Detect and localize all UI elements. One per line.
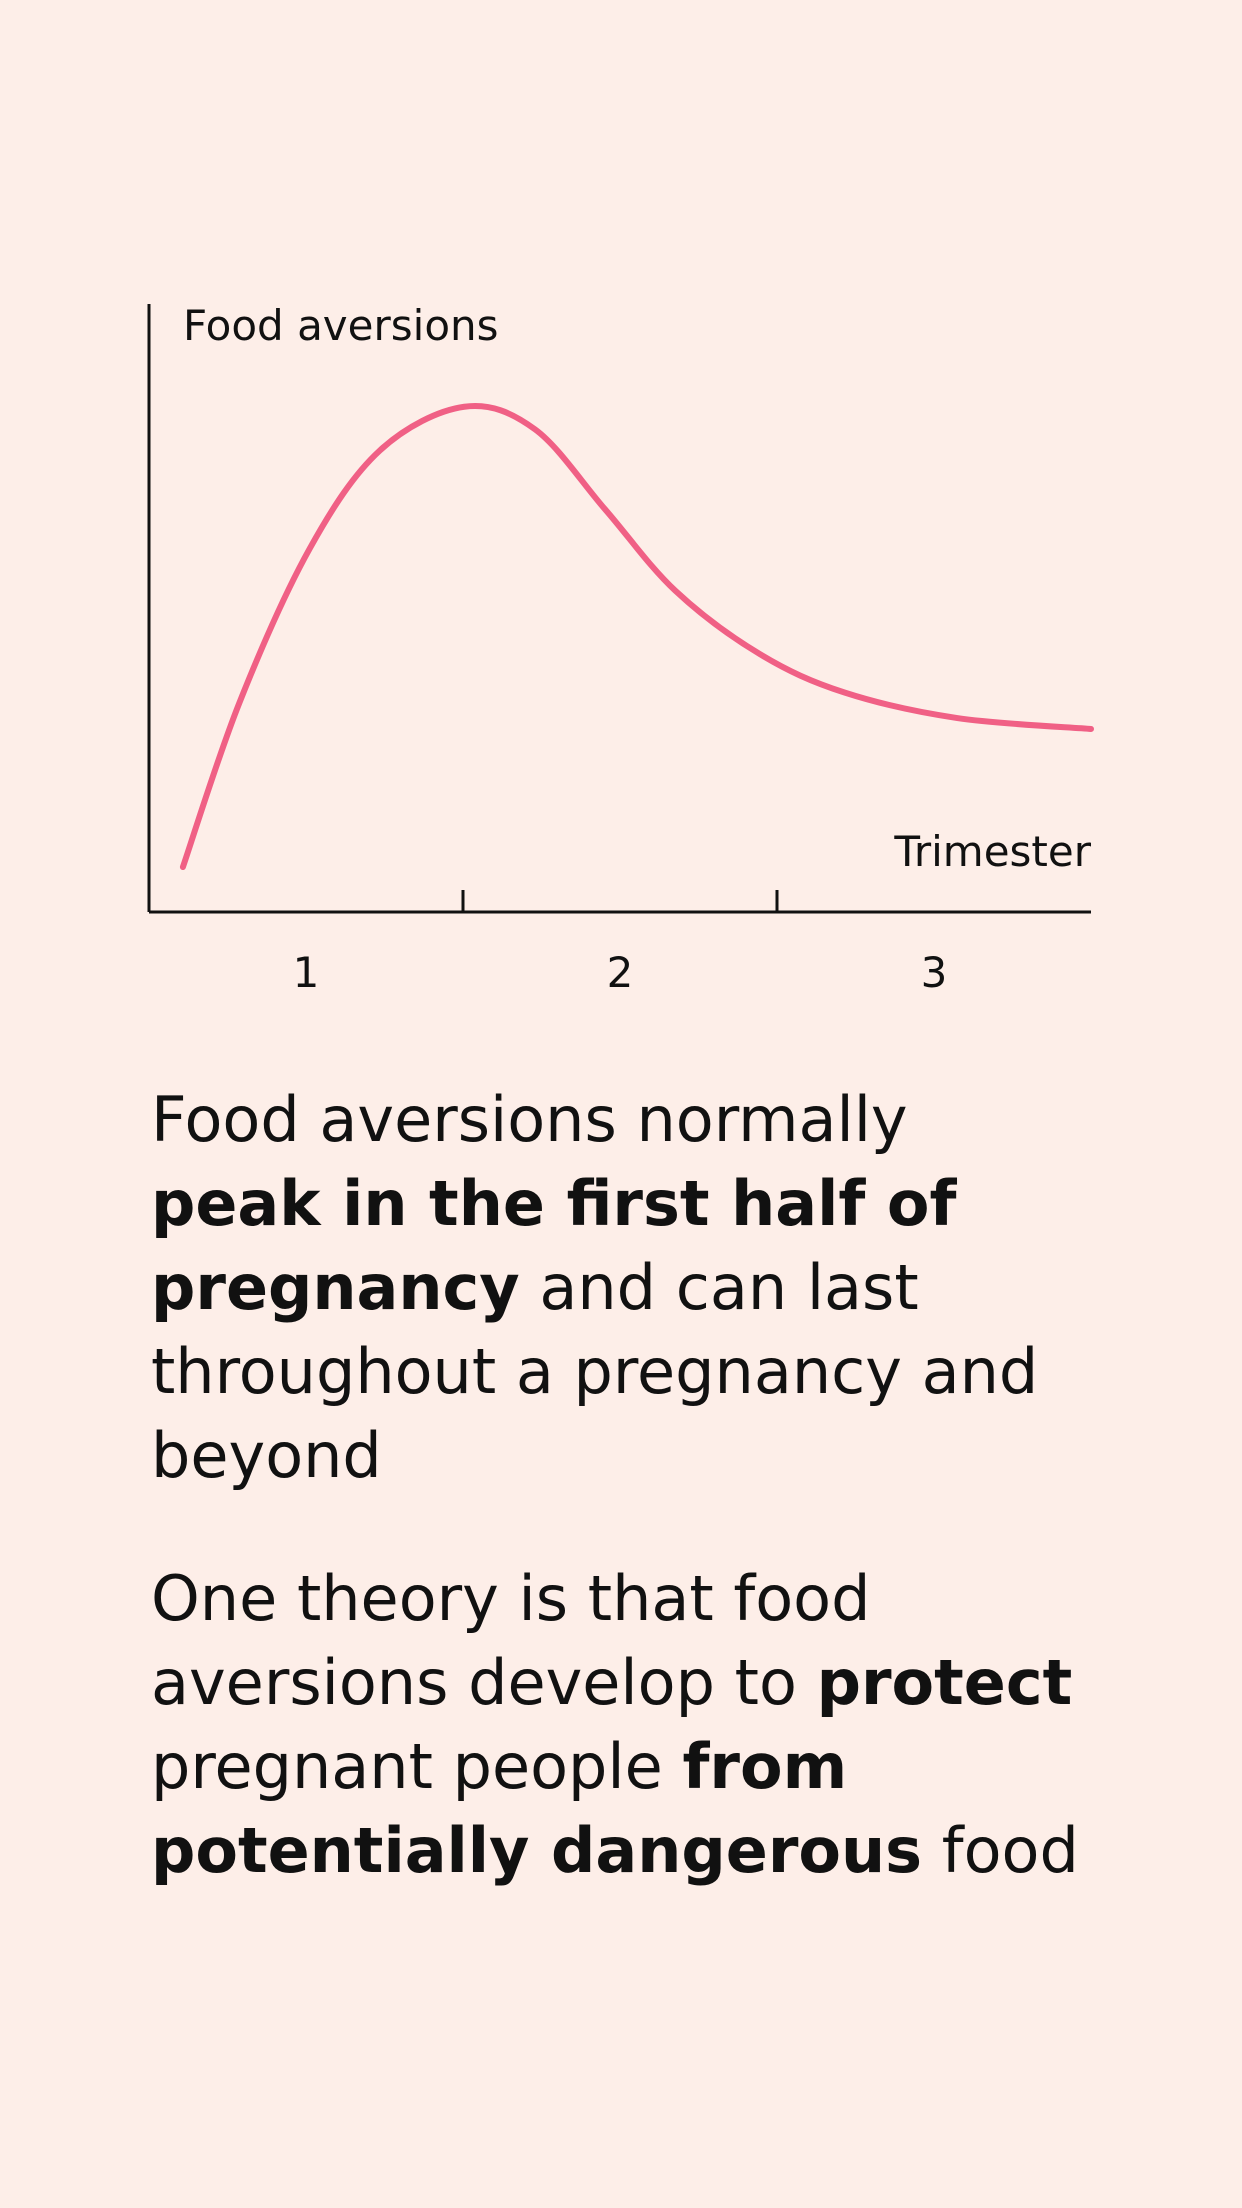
- curve: [179, 403, 1094, 871]
- x-category-label: 3: [921, 948, 948, 997]
- paragraph: Food aversions normally peak in the first…: [151, 1078, 1038, 1498]
- text: and can last: [519, 1251, 919, 1324]
- text: beyond: [151, 1419, 382, 1492]
- bold-text: potentially dangerous: [151, 1814, 923, 1887]
- paragraph: One theory is that food aversions develop…: [151, 1557, 1079, 1893]
- text: throughout a pregnancy and: [151, 1335, 1039, 1408]
- text: Food aversions normally: [151, 1083, 908, 1156]
- text: pregnant people: [151, 1730, 683, 1803]
- text-line: aversions develop to protect: [151, 1641, 1079, 1725]
- text-line: pregnancy and can last: [151, 1246, 1038, 1330]
- text-line: Food aversions normally: [151, 1078, 1038, 1162]
- chart: Food aversions Trimester 1 2 3: [147, 301, 1094, 997]
- bold-text: peak in the first half of: [151, 1167, 957, 1240]
- text-line: beyond: [151, 1414, 1038, 1498]
- text: One theory is that food: [151, 1562, 871, 1635]
- text-line: throughout a pregnancy and: [151, 1330, 1038, 1414]
- text: aversions develop to: [151, 1646, 817, 1719]
- text-line: peak in the first half of: [151, 1162, 1038, 1246]
- bold-text: pregnancy: [151, 1251, 520, 1324]
- x-category-label: 2: [607, 948, 634, 997]
- bold-text: protect: [816, 1646, 1073, 1719]
- y-axis-label: Food aversions: [183, 301, 499, 350]
- text: food: [922, 1814, 1079, 1887]
- text-line: potentially dangerous food: [151, 1809, 1079, 1893]
- x-axis-label: Trimester: [893, 827, 1091, 876]
- text-line: One theory is that food: [151, 1557, 1079, 1641]
- text-line: pregnant people from: [151, 1725, 1079, 1809]
- x-category-label: 1: [293, 948, 320, 997]
- bold-text: from: [682, 1730, 848, 1803]
